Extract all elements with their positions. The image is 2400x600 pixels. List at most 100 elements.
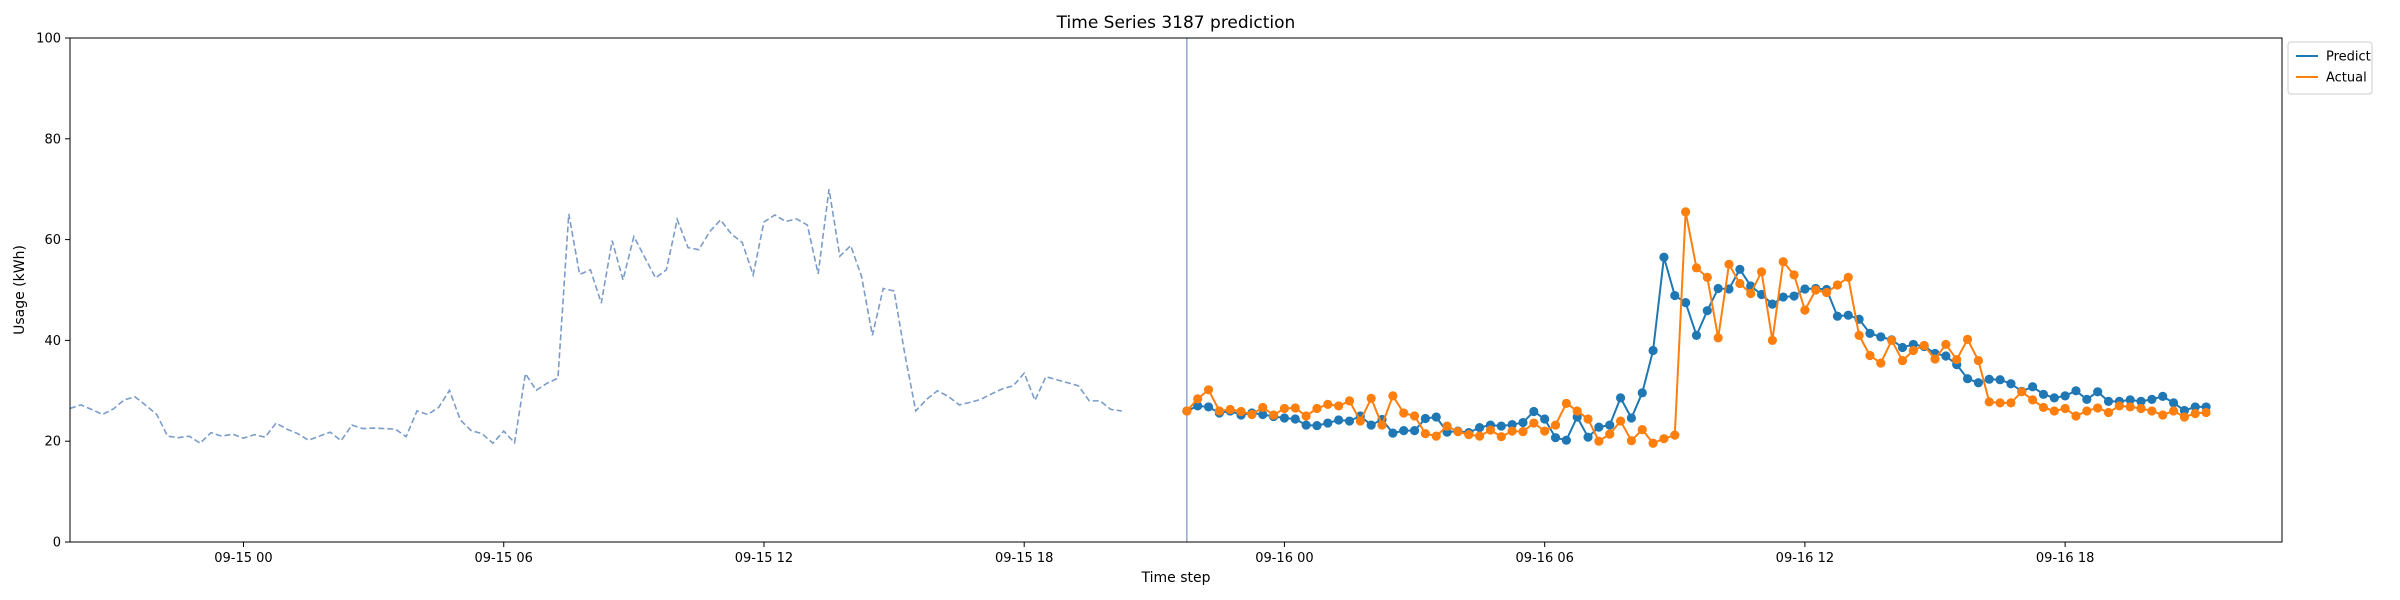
actual-point bbox=[1182, 406, 1192, 416]
actual-point bbox=[2093, 403, 2103, 413]
actual-point bbox=[1366, 393, 1376, 403]
actual-point bbox=[1876, 358, 1886, 368]
actual-point bbox=[2071, 411, 2081, 421]
actual-point bbox=[1334, 401, 1344, 411]
actual-point bbox=[1681, 207, 1691, 217]
predict-point bbox=[1203, 402, 1214, 412]
y-tick-label: 100 bbox=[36, 32, 61, 47]
predict-point bbox=[1735, 264, 1745, 274]
predict-point bbox=[2093, 387, 2103, 397]
predict-point bbox=[1301, 420, 1311, 430]
predict-point bbox=[1496, 421, 1506, 431]
x-tick-label: 09-16 06 bbox=[1515, 551, 1573, 566]
predict-point bbox=[2147, 394, 2157, 404]
predict-point bbox=[1583, 432, 1593, 442]
x-axis: 09-15 00 09-15 06 09-15 12 09-15 18 09-16 00… bbox=[214, 542, 2094, 566]
actual-point bbox=[1409, 411, 1420, 421]
actual-point bbox=[1746, 288, 1756, 299]
predict-point bbox=[1681, 298, 1691, 308]
actual-point bbox=[1355, 416, 1365, 426]
actual-point bbox=[2114, 401, 2124, 411]
actual-point bbox=[1540, 426, 1550, 436]
actual-point bbox=[2038, 402, 2049, 413]
predict-point bbox=[1388, 428, 1398, 438]
predict-point bbox=[1344, 416, 1355, 426]
predict-point bbox=[1713, 283, 1723, 294]
actual-point bbox=[1290, 403, 1300, 413]
actual-point bbox=[1388, 391, 1398, 401]
predict-point bbox=[1409, 426, 1420, 436]
actual-point bbox=[2060, 403, 2070, 414]
actual-point bbox=[1767, 335, 1777, 345]
actual-point bbox=[1475, 431, 1485, 441]
predict-point bbox=[1475, 422, 1485, 433]
plot-frame bbox=[69, 37, 2283, 543]
x-tick-label: 09-16 18 bbox=[2036, 551, 2094, 566]
actual-point bbox=[1279, 403, 1290, 414]
y-tick-label: 0 bbox=[53, 536, 61, 551]
predict-point bbox=[2060, 391, 2070, 401]
predict-point bbox=[1312, 420, 1322, 431]
predict-point bbox=[1876, 332, 1886, 342]
predict-point bbox=[1323, 418, 1333, 428]
actual-point bbox=[2201, 407, 2211, 418]
actual-point bbox=[1984, 397, 1994, 407]
actual-point bbox=[1865, 350, 1875, 361]
predict-point bbox=[1529, 406, 1539, 417]
predict-point bbox=[1767, 299, 1777, 309]
chart-title: Time Series 3187 prediction bbox=[1056, 13, 1296, 33]
predict-point bbox=[1615, 393, 1626, 403]
actual-point bbox=[2190, 408, 2200, 419]
predict-point bbox=[1832, 311, 1843, 321]
actual-point bbox=[2147, 406, 2157, 416]
x-tick-label: 09-15 18 bbox=[995, 551, 1053, 566]
y-tick-label: 80 bbox=[44, 132, 61, 147]
actual-point bbox=[1594, 436, 1604, 446]
actual-point bbox=[1518, 427, 1528, 437]
actual-point bbox=[1735, 278, 1745, 289]
actual-point bbox=[1344, 396, 1355, 406]
actual-point bbox=[2017, 387, 2027, 397]
actual-point bbox=[1702, 272, 1712, 282]
actual-point bbox=[1464, 430, 1474, 440]
legend: Predict Actual bbox=[2287, 41, 2373, 95]
actual-point bbox=[2049, 406, 2059, 416]
predict-point bbox=[1637, 388, 1647, 398]
actual-point bbox=[1193, 394, 1203, 404]
predict-point bbox=[2168, 398, 2179, 408]
actual-point bbox=[1789, 270, 1799, 280]
actual-point bbox=[1214, 406, 1224, 416]
actual-point bbox=[1615, 416, 1626, 426]
predict-point bbox=[2071, 386, 2081, 396]
actual-point bbox=[1626, 436, 1637, 446]
actual-point bbox=[1962, 334, 1973, 344]
predict-point bbox=[1626, 413, 1637, 423]
predict-point bbox=[1670, 290, 1680, 301]
actual-point bbox=[1312, 403, 1322, 414]
predict-point bbox=[1691, 330, 1702, 340]
predict-point bbox=[1995, 375, 2005, 385]
x-tick-label: 09-15 06 bbox=[474, 551, 532, 566]
actual-point bbox=[1637, 425, 1647, 435]
predict-point bbox=[2038, 389, 2049, 399]
actual-point bbox=[1952, 354, 1962, 365]
actual-point bbox=[1778, 257, 1788, 267]
actual-point bbox=[1301, 411, 1311, 421]
predict-point bbox=[2028, 382, 2038, 392]
actual-point bbox=[1832, 280, 1843, 290]
actual-point bbox=[1420, 429, 1430, 439]
actual-point bbox=[1485, 425, 1496, 435]
predict-point bbox=[2049, 393, 2059, 403]
predict-legend-label: Predict bbox=[2326, 50, 2371, 65]
actual-point bbox=[1268, 410, 1279, 420]
actual-point bbox=[1496, 432, 1506, 442]
actual-point bbox=[1821, 287, 1832, 298]
predict-point bbox=[2125, 395, 2135, 405]
y-tick-label: 60 bbox=[44, 233, 61, 248]
predict-point bbox=[1431, 412, 1441, 422]
predict-point bbox=[1258, 409, 1268, 420]
predict-point bbox=[1518, 417, 1528, 428]
predict-point bbox=[1366, 420, 1376, 430]
actual-point bbox=[1887, 335, 1897, 345]
